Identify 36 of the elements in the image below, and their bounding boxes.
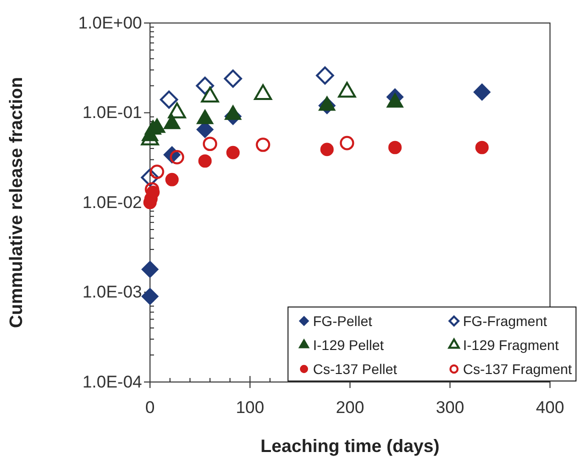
point [140,168,160,187]
point [141,260,159,278]
y-tick-label: 1.0E-01 [82,103,142,122]
point [316,66,334,85]
x-tick-label: 200 [336,398,364,418]
point [196,76,214,95]
point [198,154,212,168]
x-tick-label: 0 [145,398,155,418]
x-tick-label: 400 [536,398,564,418]
point [256,138,270,152]
legend-label: FG-Fragment [463,313,548,329]
point [202,136,218,152]
point [320,142,334,156]
legend-label: FG-Pellet [313,313,372,329]
point [160,90,178,109]
y-tick-label: 1.0E-02 [82,192,142,212]
point [170,150,184,164]
point [388,140,402,154]
y-axis-title: Cummulative release fraction [6,76,26,328]
y-tick-label: 1.0E-03 [82,282,142,302]
point [224,70,242,88]
legend-label: Cs-137 Fragment [463,361,572,377]
point [340,136,354,150]
point [475,140,489,154]
x-axis-title: Leaching time (days) [260,436,440,456]
y-tick-label: 1.0E-04 [82,372,142,392]
legend-label: I-129 Pellet [313,337,384,353]
x-tick-label: 300 [436,398,464,418]
x-tick-label: 100 [236,398,264,418]
y-tick-label: 1.0E+00 [78,13,142,32]
point [473,84,491,101]
legend-label: I-129 Fragment [463,337,559,353]
point [165,172,179,186]
point [226,146,240,160]
point [141,288,159,305]
legend-label: Cs-137 Pellet [313,361,398,377]
